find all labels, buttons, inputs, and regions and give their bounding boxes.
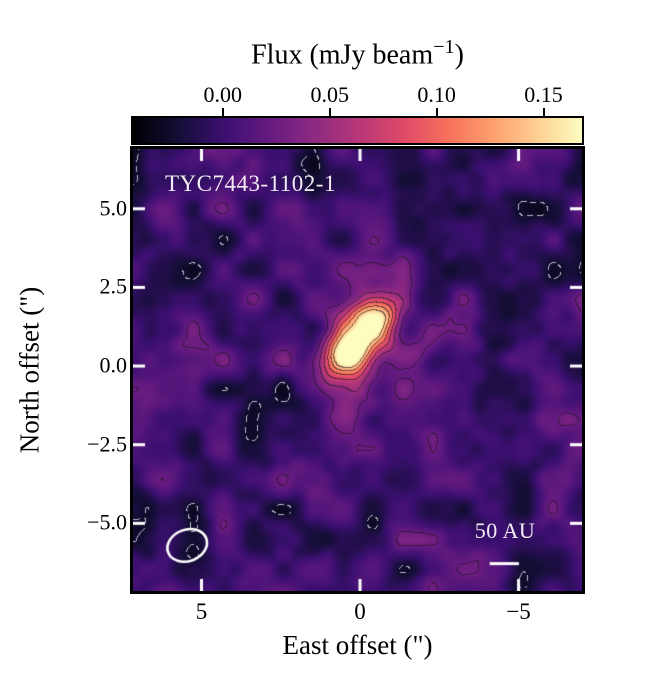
colorbar-tick-mark (221, 108, 224, 116)
colorbar-tick-label: 0.15 (524, 82, 563, 107)
x-axis-label: East offset (") (282, 630, 433, 660)
y-tick-label: 5.0 (99, 195, 128, 221)
y-axis-label: North offset (") (14, 286, 45, 454)
colorbar-title-exponent: −1 (433, 36, 455, 58)
flux-map-canvas (133, 149, 582, 591)
source-name-label: TYC7443-1102-1 (165, 171, 336, 196)
x-tick-label: −5 (506, 599, 531, 624)
colorbar-tick-label: 0.00 (203, 82, 243, 107)
colorbar-tick-labels: 0.00 0.05 0.10 0.15 (133, 82, 582, 108)
colorbar-title-close: ) (454, 39, 464, 71)
x-tick-label: 0 (354, 599, 366, 624)
colorbar-title: Flux (mJy beam−1) (133, 36, 582, 71)
colorbar-tick-label: 0.10 (417, 82, 456, 107)
y-tick-label: 2.5 (99, 273, 128, 299)
colorbar-canvas (133, 118, 582, 143)
colorbar (131, 116, 584, 145)
x-tick-label: 5 (195, 599, 208, 624)
y-tick-label: −5.0 (87, 509, 127, 535)
colorbar-title-text: Flux (mJy beam (251, 39, 434, 71)
y-axis-tick-labels: 5.0 2.5 0.0 −2.5 −5.0 (55, 149, 127, 591)
colorbar-tick-mark (328, 108, 331, 116)
y-tick-label: −2.5 (87, 431, 127, 457)
colorbar-tick-marks (133, 108, 582, 116)
colorbar-tick-mark (542, 108, 545, 116)
flux-map (130, 146, 585, 594)
x-axis-tick-labels: 5 0 −5 (133, 599, 582, 629)
scalebar-label: 50 AU (474, 518, 536, 543)
colorbar-tick-label: 0.05 (310, 82, 349, 107)
colorbar-tick-mark (435, 108, 438, 116)
y-tick-label: 0.0 (99, 352, 128, 378)
